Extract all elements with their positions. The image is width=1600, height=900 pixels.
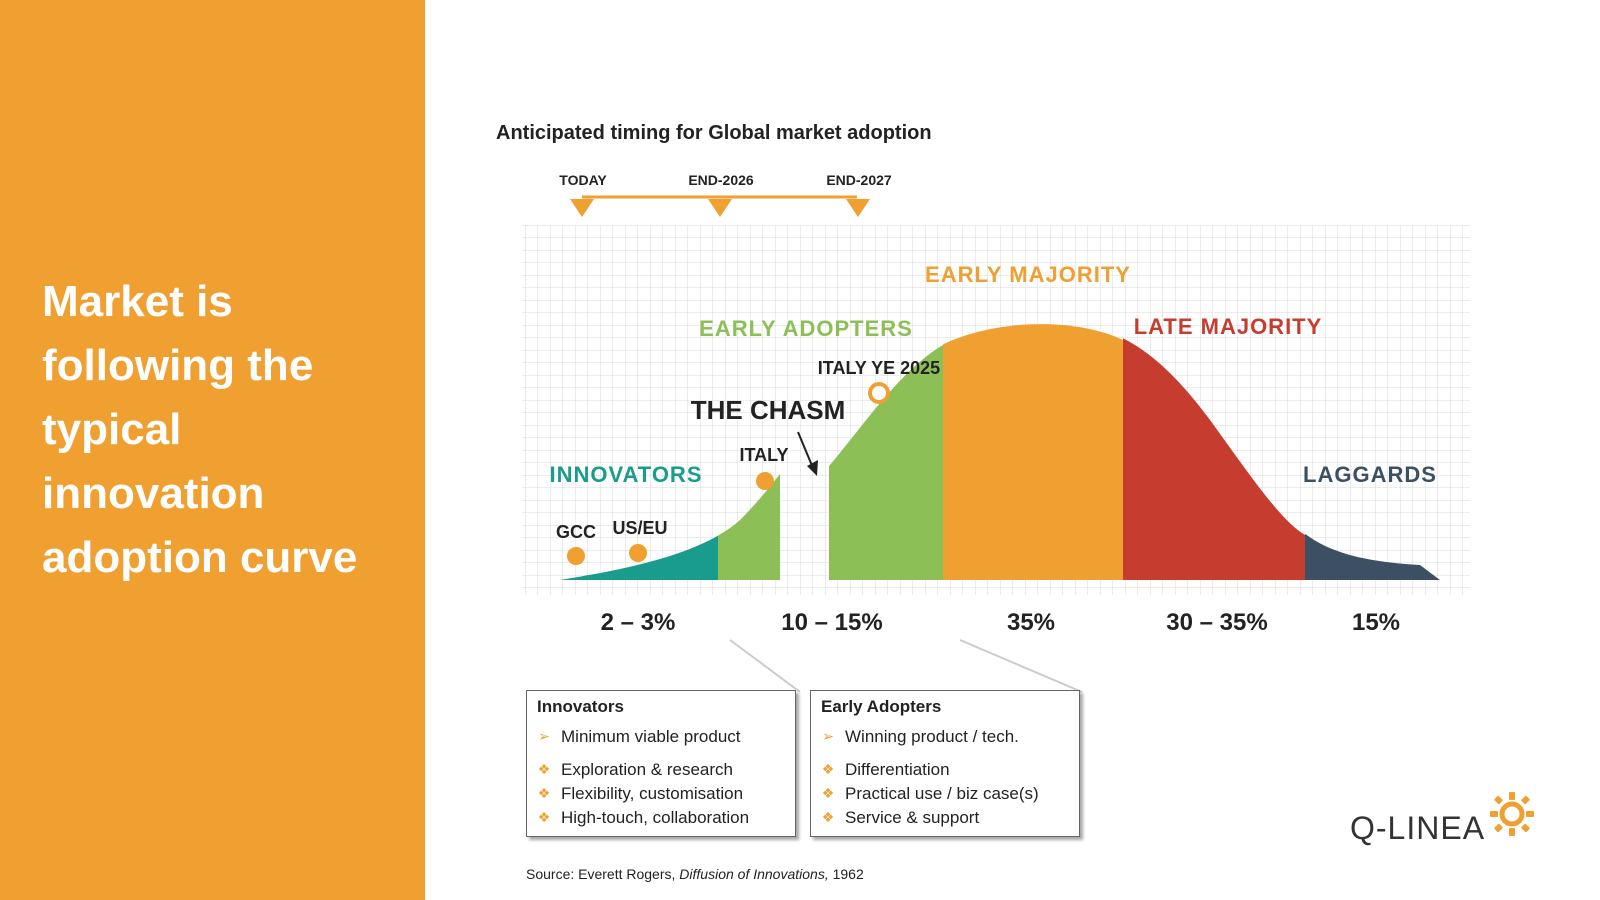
diamond-bullet-icon: ❖ xyxy=(821,785,835,801)
innovators-box-title: Innovators xyxy=(537,697,624,716)
list-item: ❖ High-touch, collaboration xyxy=(537,808,750,827)
timeline: TODAY END-2026 END-2027 xyxy=(559,172,892,217)
arrow-bullet-icon: ➢ xyxy=(822,728,834,744)
list-item: ➢ Minimum viable product xyxy=(538,727,741,746)
sun-ring-icon xyxy=(1490,792,1534,836)
percent-innovators: 2 – 3% xyxy=(601,609,676,636)
chasm-arrow-icon xyxy=(797,431,818,476)
marker-label-us-eu: US/EU xyxy=(612,518,667,538)
segment-label-laggards: LAGGARDS xyxy=(1303,462,1437,487)
chart-title: Anticipated timing for Global market ado… xyxy=(496,122,932,144)
early-adopters-box-title: Early Adopters xyxy=(821,697,942,716)
logo-text: Q-LINEA xyxy=(1350,810,1486,846)
marker-gcc xyxy=(567,547,585,565)
source-citation: Source: Everett Rogers, Diffusion of Inn… xyxy=(526,866,864,882)
segment-label-early-majority: EARLY MAJORITY xyxy=(925,262,1131,287)
diamond-bullet-icon: ❖ xyxy=(537,785,551,801)
percent-early-majority: 35% xyxy=(1007,609,1055,636)
timeline-marker-end-2026 xyxy=(708,199,732,217)
diamond-bullet-icon: ❖ xyxy=(821,809,835,825)
timeline-label-today: TODAY xyxy=(559,172,607,188)
arrow-bullet-icon: ➢ xyxy=(538,728,550,744)
marker-label-italy: ITALY xyxy=(739,445,788,465)
segment-early-adopters-right xyxy=(829,345,943,580)
marker-italy-ye-2025 xyxy=(868,382,890,404)
connector-innovators xyxy=(729,639,801,693)
segment-early-majority xyxy=(943,324,1123,580)
timeline-marker-end-2027 xyxy=(846,199,870,217)
bell-curve xyxy=(560,324,1440,580)
list-item: ❖ Flexibility, customisation xyxy=(537,784,744,803)
segment-label-innovators: INNOVATORS xyxy=(549,462,702,487)
innovators-box: Innovators ➢ Minimum viable product ❖ Ex… xyxy=(526,690,796,837)
diamond-bullet-icon: ❖ xyxy=(537,809,551,825)
list-item: ❖ Exploration & research xyxy=(537,760,733,779)
diamond-bullet-icon: ❖ xyxy=(821,761,835,777)
marker-us-eu xyxy=(629,544,647,562)
percent-early-adopters: 10 – 15% xyxy=(781,609,882,636)
segment-label-early-adopters: EARLY ADOPTERS xyxy=(699,316,913,341)
percentages: 2 – 3% 10 – 15% 35% 30 – 35% 15% xyxy=(601,609,1400,636)
diamond-bullet-icon: ❖ xyxy=(537,761,551,777)
early-adopters-box: Early Adopters ➢ Winning product / tech.… xyxy=(810,690,1080,837)
segment-label-late-majority: LATE MAJORITY xyxy=(1134,314,1323,339)
list-item: ❖ Differentiation xyxy=(821,760,950,779)
segment-laggards xyxy=(1305,533,1440,580)
timeline-marker-today xyxy=(570,199,594,217)
segment-innovators xyxy=(560,535,718,580)
segment-early-adopters-left xyxy=(718,474,780,580)
percent-late-majority: 30 – 35% xyxy=(1166,609,1267,636)
marker-label-gcc: GCC xyxy=(556,522,596,542)
marker-italy xyxy=(756,472,774,490)
percent-laggards: 15% xyxy=(1352,609,1400,636)
timeline-label-end-2027: END-2027 xyxy=(826,172,892,188)
list-item: ❖ Service & support xyxy=(821,808,980,827)
market-markers: GCC US/EU ITALY ITALY YE 2025 xyxy=(556,358,940,565)
timeline-label-end-2026: END-2026 xyxy=(688,172,754,188)
segment-label-chasm: THE CHASM xyxy=(691,395,846,425)
company-logo: Q-LINEA xyxy=(1350,788,1540,848)
marker-label-italy-ye-2025: ITALY YE 2025 xyxy=(818,358,940,378)
left-panel: Market is following the typical innovati… xyxy=(0,0,425,900)
list-item: ➢ Winning product / tech. xyxy=(822,727,1019,746)
list-item: ❖ Practical use / biz case(s) xyxy=(821,784,1039,803)
connector-early-adopters xyxy=(959,639,1083,693)
segment-late-majority xyxy=(1123,338,1305,580)
headline: Market is following the typical innovati… xyxy=(42,277,358,582)
